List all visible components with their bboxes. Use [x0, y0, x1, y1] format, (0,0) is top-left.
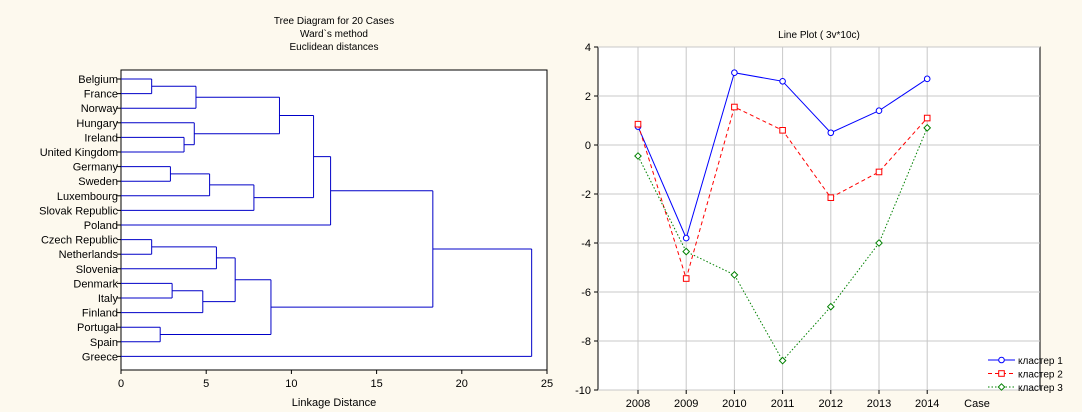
x-tick-label: 0: [118, 378, 124, 390]
x-tick-label: 25: [541, 378, 553, 390]
plot-area: [597, 46, 1041, 391]
leaf-label: Germany: [73, 162, 119, 174]
leaf-label: Hungary: [76, 118, 118, 130]
data-point: [730, 270, 739, 279]
x-tick-label: 15: [370, 378, 382, 390]
x-tick-label: 20: [456, 378, 468, 390]
leaf-label: Spain: [90, 337, 118, 349]
series-2: [634, 103, 931, 282]
leaf-label: Czech Republic: [41, 235, 119, 247]
x-tick-label: 2012: [819, 398, 843, 410]
leaf-label: Slovenia: [76, 264, 119, 276]
chart-title-line: Ward`s method: [300, 28, 368, 40]
leaf-label: Greece: [82, 351, 118, 363]
series-1: [634, 69, 931, 242]
dendrogram-panel: Tree Diagram for 20 Cases Ward`s method Eu…: [0, 0, 567, 412]
y-tick-label: -8: [581, 336, 591, 348]
legend-marker: [998, 356, 1005, 364]
data-point: [923, 123, 932, 132]
data-point: [875, 168, 883, 176]
leaf-label: United Kingdom: [40, 147, 118, 159]
y-tick-label: 2: [585, 91, 591, 103]
line-plot-chart: Line Plot ( 3v*10c) 4 2 0 -2 -4 -6 -8 -10 2008 200…: [575, 30, 1063, 410]
leaf-label: France: [84, 89, 118, 101]
y-tick-label: 4: [585, 42, 591, 54]
line-plot-panel: Line Plot ( 3v*10c) 4 2 0 -2 -4 -6 -8 -10 2008 200…: [567, 0, 1082, 412]
x-axis-label: Case: [964, 398, 990, 410]
data-point: [826, 302, 835, 311]
y-tick-label: -10: [575, 385, 591, 397]
dendrogram-link: [121, 248, 533, 357]
x-tick-label: 2011: [771, 398, 795, 410]
legend-label: кластер 2: [1018, 370, 1063, 381]
data-point: [731, 103, 738, 111]
x-tick-label: 2010: [722, 398, 746, 410]
legend-marker: [997, 383, 1006, 391]
series-3: [634, 123, 932, 365]
x-tick-label: 2008: [626, 398, 650, 410]
plot-area: [120, 69, 548, 371]
chart-title-line: Euclidean distances: [290, 42, 379, 53]
chart-title-line: Tree Diagram for 20 Cases: [274, 16, 394, 27]
y-tick-label: -6: [581, 287, 591, 299]
data-point: [682, 234, 690, 242]
y-tick-label: 0: [585, 140, 591, 152]
data-point: [923, 114, 931, 122]
data-point: [875, 239, 883, 247]
y-tick-label: -2: [581, 189, 591, 201]
data-point: [875, 107, 883, 114]
leaf-label: Finland: [82, 308, 118, 320]
x-tick-label: 5: [203, 378, 209, 390]
data-point: [778, 356, 787, 365]
leaf-label: Portugal: [77, 322, 118, 334]
leaf-label: Netherlands: [59, 249, 119, 261]
data-point: [827, 194, 835, 201]
leaf-label: Slovak Republic: [39, 205, 118, 217]
data-point: [923, 75, 931, 83]
leaf-label: Sweden: [78, 176, 118, 188]
leaf-label: Norway: [81, 103, 119, 115]
x-tick-label: 2014: [915, 398, 939, 410]
legend-marker: [998, 370, 1005, 377]
x-tick-label: 2013: [867, 398, 891, 410]
data-point: [827, 129, 835, 137]
legend: кластер 1 кластер 2 кластер 3: [988, 356, 1063, 394]
x-tick-label: 10: [285, 378, 297, 390]
leaf-label: Belgium: [78, 74, 118, 86]
data-point: [779, 127, 786, 134]
leaf-label: Italy: [98, 293, 119, 305]
legend-label: кластер 3: [1018, 383, 1063, 394]
data-point: [634, 152, 642, 160]
data-point: [731, 69, 738, 77]
data-point: [779, 78, 786, 85]
leaf-label: Poland: [84, 220, 118, 232]
data-point: [682, 275, 690, 282]
x-tick-label: 2009: [674, 398, 698, 410]
y-tick-label: -4: [581, 238, 591, 250]
chart-title: Line Plot ( 3v*10c): [778, 30, 860, 41]
leaf-label: Denmark: [73, 278, 118, 290]
data-point: [634, 120, 642, 128]
leaf-label: Ireland: [84, 132, 118, 144]
legend-label: кластер 1: [1018, 356, 1063, 367]
x-axis-label: Linkage Distance: [292, 397, 376, 409]
data-point: [682, 247, 691, 256]
leaf-label: Luxembourg: [57, 191, 118, 203]
